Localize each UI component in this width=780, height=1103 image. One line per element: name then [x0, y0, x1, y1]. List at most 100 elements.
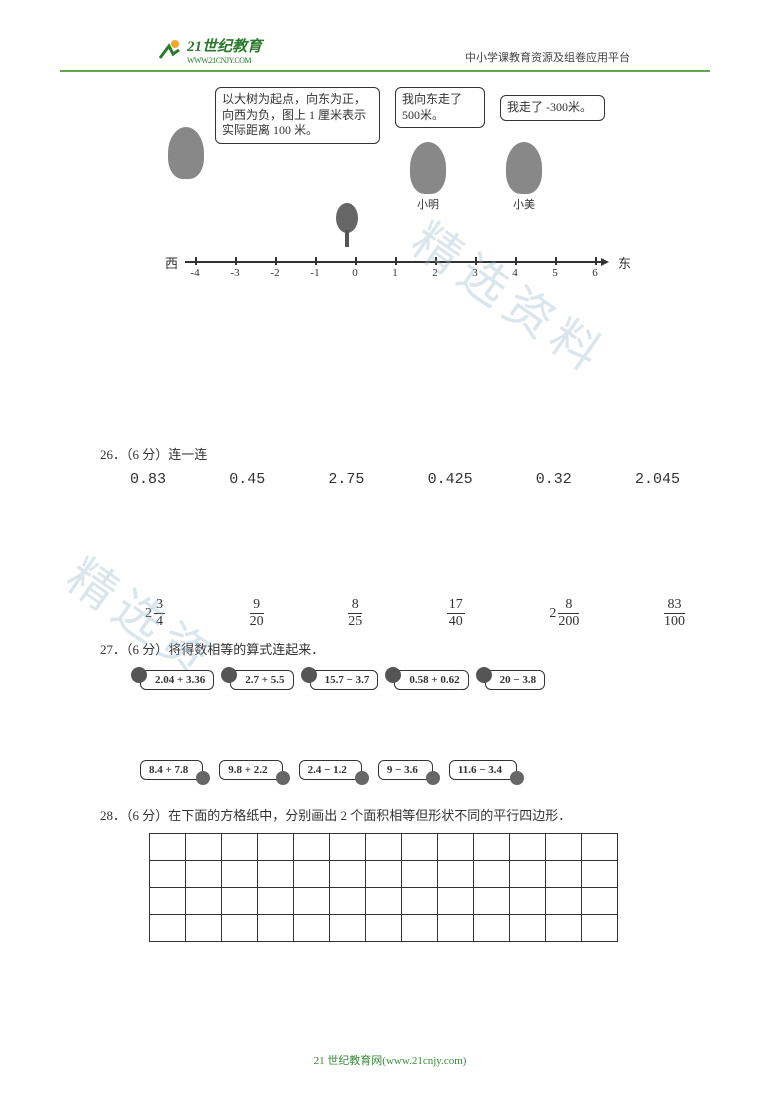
- grid-cell: [149, 914, 186, 942]
- decimal-value: 2.045: [635, 471, 680, 488]
- fraction-value: 83100: [664, 598, 685, 629]
- expression-box: 9.8 + 2.2: [219, 760, 282, 780]
- character-xiaoming: 小明: [407, 142, 449, 212]
- logo: 21世纪教育 WWW.21CNJY.COM: [155, 35, 262, 65]
- grid-cell: [545, 833, 582, 861]
- fraction-value: 920: [250, 598, 264, 629]
- tick: [315, 257, 317, 265]
- grid-cell: [509, 914, 546, 942]
- grid-cell: [437, 887, 474, 915]
- grid-cell: [545, 914, 582, 942]
- grid-cell: [473, 860, 510, 888]
- q28-grid: [150, 834, 690, 942]
- grid-cell: [473, 914, 510, 942]
- tick-label: 0: [352, 267, 358, 279]
- grid-cell: [365, 860, 402, 888]
- expression-box: 8.4 + 7.8: [140, 760, 203, 780]
- tick-label: 2: [432, 267, 438, 279]
- grid-cell: [329, 833, 366, 861]
- q27-bottom-row: 8.4 + 7.8 9.8 + 2.2 2.4 − 1.2 9 − 3.6 11.6 −…: [100, 760, 690, 780]
- character-xiaomei: 小美: [503, 142, 545, 212]
- fraction-value: 1740: [447, 598, 465, 629]
- tree-icon: [335, 202, 359, 247]
- tick: [235, 257, 237, 265]
- grid-cell: [473, 833, 510, 861]
- grid-cell: [509, 833, 546, 861]
- grid-cell: [221, 887, 258, 915]
- grid-cell: [401, 860, 438, 888]
- expression-box: 9 − 3.6: [378, 760, 433, 780]
- grid-cell: [221, 914, 258, 942]
- grid-cell: [329, 887, 366, 915]
- q28-title: 28．（6 分）在下面的方格纸中，分别画出 2 个面积相等但形状不同的平行四边形…: [100, 805, 690, 824]
- expression-box: 2.4 − 1.2: [299, 760, 362, 780]
- tick: [395, 257, 397, 265]
- fraction-value: 28200: [549, 598, 579, 629]
- decimal-value: 0.425: [428, 471, 473, 488]
- grid-cell: [257, 833, 294, 861]
- header-subtitle: 中小学课教育资源及组卷应用平台: [465, 49, 630, 65]
- tick: [195, 257, 197, 265]
- grid-cell: [473, 887, 510, 915]
- expression-box: 2.04 + 3.36: [140, 670, 214, 690]
- grid-cell: [545, 887, 582, 915]
- grid-cell: [221, 833, 258, 861]
- grid-cell: [437, 833, 474, 861]
- expression-box: 2.7 + 5.5: [230, 670, 293, 690]
- expression-box: 11.6 − 3.4: [449, 760, 517, 780]
- grid-cell: [509, 860, 546, 888]
- expression-box: 20 − 3.8: [485, 670, 546, 690]
- number-line: 西 -4-3-2-10123456 东: [165, 255, 625, 285]
- grid-cell: [581, 887, 618, 915]
- grid-cell: [293, 887, 330, 915]
- logo-text: 21世纪教育: [187, 35, 262, 56]
- west-label: 西: [165, 253, 178, 272]
- tick: [515, 257, 517, 265]
- q26-title: 26．（6 分）连一连: [100, 444, 690, 463]
- grid-cell: [401, 833, 438, 861]
- east-label: 东: [618, 253, 631, 272]
- grid-cell: [365, 887, 402, 915]
- grid-cell: [437, 914, 474, 942]
- tick-label: 4: [512, 267, 518, 279]
- grid-cell: [293, 914, 330, 942]
- page-header: 21世纪教育 WWW.21CNJY.COM 中小学课教育资源及组卷应用平台: [60, 0, 710, 72]
- grid-cell: [329, 860, 366, 888]
- grid-cell: [329, 914, 366, 942]
- number-line-diagram: 以大树为起点，向东为正，向西为负，图上 1 厘米表示实际距离 100 米。 我向…: [155, 87, 635, 292]
- q26-decimals-row: 0.830.452.750.4250.322.045: [100, 471, 690, 488]
- tick-label: -1: [310, 267, 319, 279]
- character-teacher: [165, 127, 207, 181]
- grid-cell: [185, 914, 222, 942]
- logo-icon: [155, 36, 183, 64]
- q27-top-row: 2.04 + 3.362.7 + 5.515.7 − 3.70.58 + 0.6…: [100, 670, 690, 690]
- tick: [475, 257, 477, 265]
- expression-box: 15.7 − 3.7: [310, 670, 379, 690]
- grid-cell: [185, 833, 222, 861]
- grid-cell: [581, 860, 618, 888]
- tick-label: -2: [270, 267, 279, 279]
- tick-label: 5: [552, 267, 558, 279]
- grid-cell: [581, 914, 618, 942]
- grid-cell: [437, 860, 474, 888]
- fraction-value: 234: [145, 598, 165, 629]
- tick-label: 6: [592, 267, 598, 279]
- decimal-value: 0.45: [229, 471, 265, 488]
- fraction-value: 825: [348, 598, 362, 629]
- grid-cell: [257, 887, 294, 915]
- logo-sub: WWW.21CNJY.COM: [187, 56, 262, 65]
- tick-label: 1: [392, 267, 398, 279]
- tick-label: -3: [230, 267, 239, 279]
- label-xiaoming: 小明: [417, 199, 439, 211]
- grid-cell: [257, 860, 294, 888]
- tick: [355, 257, 357, 265]
- speech-instruction: 以大树为起点，向东为正，向西为负，图上 1 厘米表示实际距离 100 米。: [215, 87, 380, 144]
- grid-cell: [149, 887, 186, 915]
- tick-label: -4: [190, 267, 199, 279]
- tick: [435, 257, 437, 265]
- grid-cell: [365, 833, 402, 861]
- page-footer: 21 世纪教育网(www.21cnjy.com): [0, 1052, 780, 1068]
- speech-xiaomei: 我走了 -300米。: [500, 95, 605, 121]
- grid-cell: [365, 914, 402, 942]
- grid-cell: [221, 860, 258, 888]
